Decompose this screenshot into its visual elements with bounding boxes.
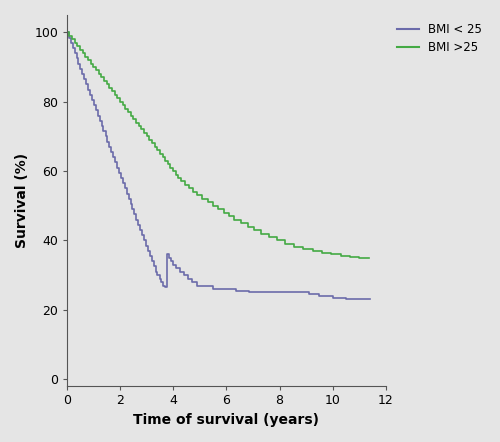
X-axis label: Time of survival (years): Time of survival (years) [134,413,320,427]
Legend: BMI < 25, BMI >25: BMI < 25, BMI >25 [395,21,484,56]
Y-axis label: Survival (%): Survival (%) [15,153,29,248]
